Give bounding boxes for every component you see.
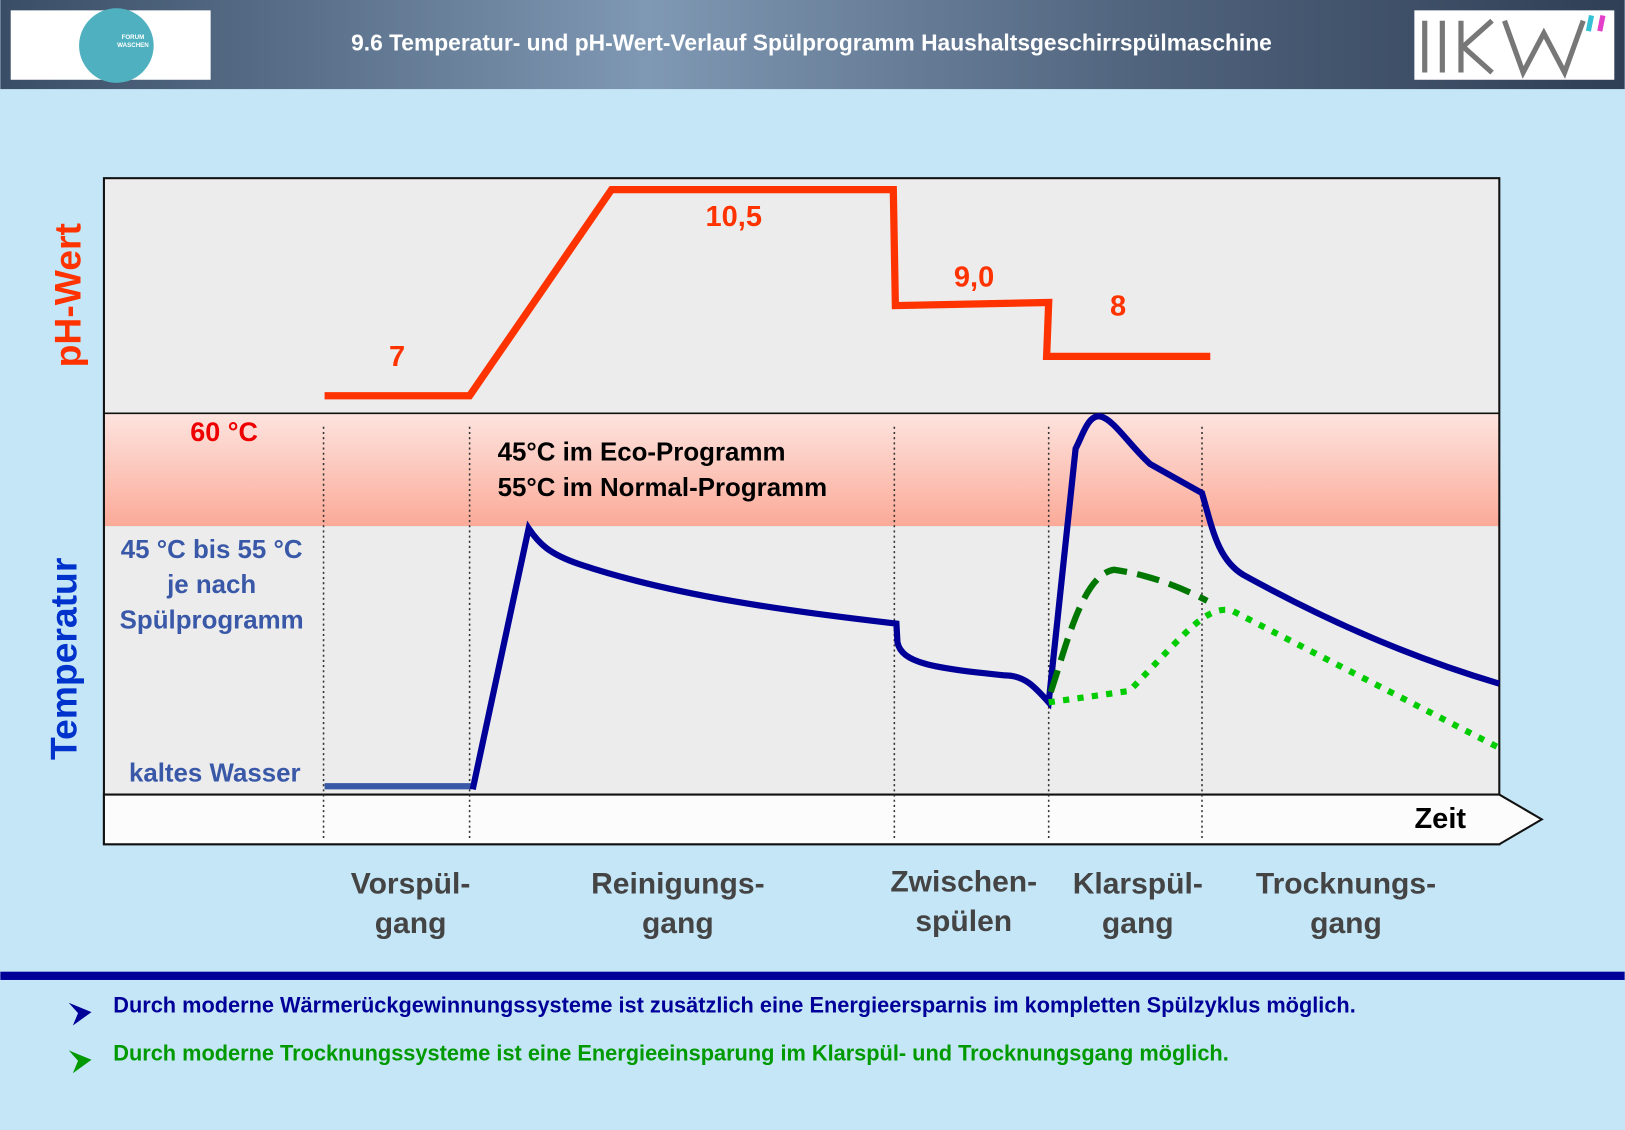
logo-circle	[79, 8, 154, 83]
ph-area	[103, 178, 1500, 414]
phase-label: gang	[1102, 907, 1174, 940]
phase-label: Klarspül-	[1073, 868, 1203, 901]
phase-label: spülen	[915, 905, 1012, 938]
temperature-area	[103, 526, 1500, 795]
temp-label: 60 °C	[190, 417, 258, 447]
temp-label: Spülprogramm	[120, 606, 304, 634]
note: 55°C im Normal-Programm	[498, 474, 828, 502]
heat-recovery-curve	[1047, 566, 1209, 693]
ph-label: 8	[1110, 290, 1126, 322]
logo-mark	[1585, 15, 1595, 32]
temp-label: kaltes Wasser	[129, 760, 301, 788]
phase-labels: Vorspül- gang Reinigungs- gang Zwischen-…	[351, 866, 1436, 940]
phase-label: Zwischen-	[890, 866, 1037, 899]
ph-axis-label: pH-Wert	[47, 223, 89, 367]
drying-curve	[1048, 606, 1501, 751]
time-label: Zeit	[1414, 803, 1466, 835]
separator	[0, 971, 1625, 980]
temperature-axis-label: Temperatur	[42, 558, 84, 760]
ph-label: 10,5	[706, 201, 762, 233]
hot-band	[103, 413, 1500, 527]
logo-ikw	[1422, 18, 1586, 79]
temp-label: 45 °C bis 55 °C	[121, 536, 303, 564]
title: 9.6 Temperatur- und pH-Wert-Verlauf Spül…	[351, 30, 1272, 56]
header-bar	[0, 0, 1625, 90]
phase-label: gang	[642, 907, 714, 940]
time-arrow	[102, 793, 1544, 846]
logo-text: FORUM	[122, 34, 145, 41]
logo-mark	[1597, 15, 1606, 32]
ph-curve	[324, 185, 1211, 400]
phase-label: Trocknungs-	[1256, 868, 1436, 901]
bullet-icon	[68, 1002, 92, 1026]
ph-label: 7	[389, 341, 405, 373]
note: 45°C im Eco-Programm	[498, 439, 786, 467]
bullet-icon	[68, 1050, 92, 1074]
bullet: Durch moderne Wärmerückgewinnungssysteme…	[113, 993, 1356, 1018]
phase-label: Vorspül-	[351, 868, 471, 901]
bullet: Durch moderne Trocknungssysteme ist eine…	[113, 1040, 1229, 1065]
logo-text: WASCHEN	[117, 42, 149, 49]
ph-label: 9,0	[954, 261, 994, 293]
phase-label: gang	[1310, 907, 1382, 940]
phase-label: gang	[375, 907, 447, 940]
temp-label: je nach	[166, 571, 256, 599]
phase-label: Reinigungs-	[591, 868, 765, 901]
temperature-curve	[469, 413, 1501, 791]
